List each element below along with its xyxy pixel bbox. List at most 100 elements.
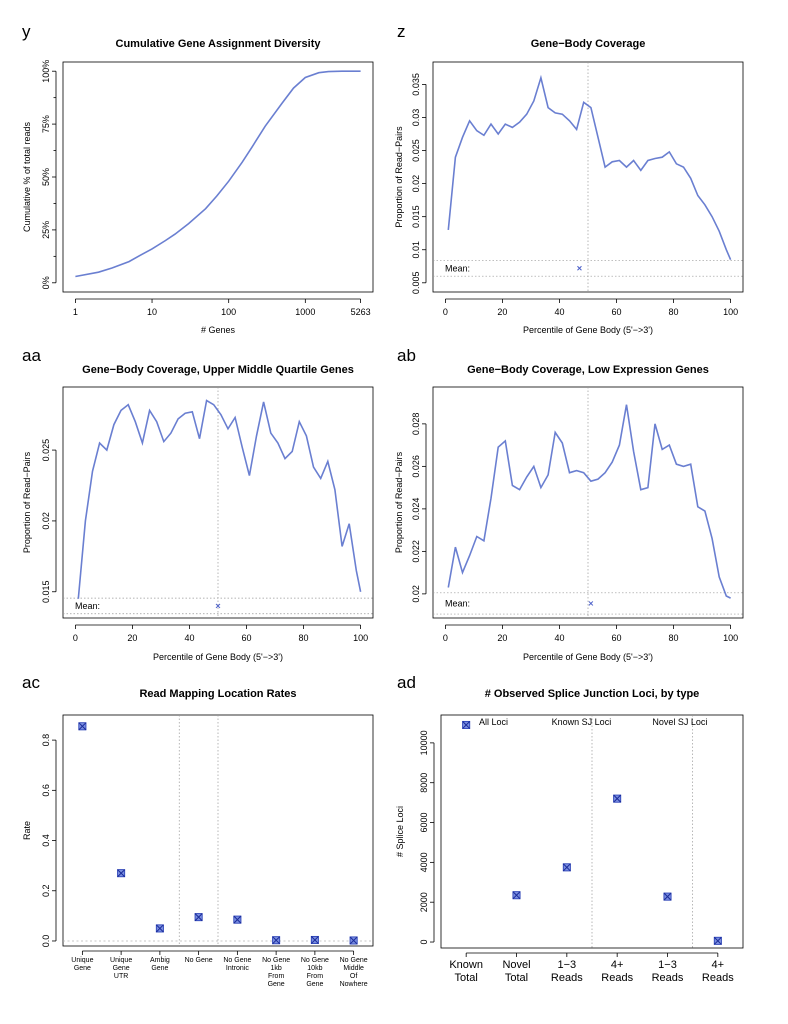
plot-title: Cumulative Gene Assignment Diversity [116,38,322,50]
category-label: Unique [110,957,132,964]
category-label: Unique [71,957,93,964]
data-point [512,891,521,900]
y-tick-label: 0.6 [41,784,51,797]
category-label: Gene [306,981,323,988]
y-tick-label: 0.035 [411,73,421,96]
group-label: Known SJ Loci [552,717,612,727]
y-tick-label: 0.028 [411,413,421,436]
x-tick-label: 40 [184,633,194,643]
group-label: All Loci [479,717,508,727]
y-axis-label: Cumulative % of total reads [22,121,32,232]
y-tick-label: 0.024 [411,498,421,521]
category-label: No Gene [340,957,368,964]
y-tick-label: 100% [41,60,51,83]
data-point [310,935,319,944]
category-label: Total [505,972,528,984]
data-point-cross [512,891,521,900]
chart-z: z Gene−Body Coverage Proportion of Read−Pa… [394,22,744,335]
category-label: Gene [268,981,285,988]
series-line [77,399,362,599]
x-tick-label: 1000 [295,307,315,317]
data-point-cross [117,869,126,878]
category-label: No Gene [185,957,213,964]
y-tick-label: 0.025 [41,439,51,462]
data-point [117,869,126,878]
x-axis-label: Percentile of Gene Body (5'−>3') [153,652,283,662]
series-line [447,404,731,599]
y-tick-label: 0.022 [411,540,421,563]
data-point-cross [713,936,722,945]
y-axis-label: Proportion of Read−Pairs [394,126,404,228]
mean-point-cross [215,603,221,609]
x-tick-label: 80 [669,307,679,317]
category-label: From [268,973,285,980]
panel-letter: ad [397,673,416,692]
category-label: 1kb [270,965,281,972]
category-label: Of [350,973,357,980]
category-label: 4+ [712,959,725,971]
mean-label: Mean: [445,263,470,273]
x-tick-label: 60 [612,307,622,317]
category-label: Ambig [150,957,170,964]
x-tick-label: 20 [127,633,137,643]
x-tick-label: 0 [443,307,448,317]
y-tick-label: 0.02 [411,175,421,193]
y-tick-label: 0% [41,276,51,289]
y-tick-label: 0.4 [41,834,51,847]
panel-letter: aa [22,346,41,365]
panel-letter: y [22,22,31,41]
category-label: Reads [601,972,633,984]
category-label: Reads [551,972,583,984]
data-point [194,913,203,922]
data-point-cross [613,794,622,803]
data-point [713,936,722,945]
plot-frame [432,61,744,293]
y-tick-label: 0 [419,940,429,945]
category-label: Middle [343,965,364,972]
y-tick-label: 0.0 [41,935,51,948]
x-tick-label: 100 [723,633,738,643]
y-tick-label: 50% [41,168,51,186]
data-point [663,892,672,901]
mean-point-cross [577,265,582,271]
y-tick-label: 0.005 [411,272,421,295]
x-tick-label: 80 [299,633,309,643]
x-tick-label: 0 [73,633,78,643]
data-point [272,936,281,945]
data-point-cross [663,892,672,901]
x-tick-label: 80 [669,633,679,643]
plot-title: Gene−Body Coverage, Low Expression Genes [467,364,709,376]
category-label: Reads [652,972,684,984]
data-point-cross [194,913,203,922]
category-label: 1−3 [658,959,677,971]
y-tick-label: 0.025 [411,139,421,162]
panel-letter: ac [22,673,40,692]
series-line [75,70,361,278]
category-label: From [307,973,324,980]
y-tick-label: 0.015 [411,205,421,228]
y-tick-label: 10000 [419,730,429,755]
x-tick-label: 40 [554,307,564,317]
chart-ac: ac Read Mapping Location Rates Rate 0.0 0.2 0… [22,673,374,988]
data-point-cross [349,936,358,945]
y-tick-label: 0.2 [41,885,51,898]
category-label: Gene [151,965,168,972]
panel-letter: ab [397,346,416,365]
x-tick-label: 0 [443,633,448,643]
data-point [349,936,358,945]
y-tick-label: 8000 [419,773,429,793]
plot-title: Gene−Body Coverage, Upper Middle Quartil… [82,364,354,376]
category-label: Total [455,972,478,984]
x-tick-label: 1 [73,307,78,317]
y-tick-label: 6000 [419,813,429,833]
category-label: No Gene [301,957,329,964]
plot-title: Gene−Body Coverage [531,38,646,50]
category-label: Gene [113,965,130,972]
x-axis-label: # Genes [201,325,236,335]
data-point-cross [155,924,164,933]
y-axis-label: Proportion of Read−Pairs [22,451,32,553]
category-label: Gene [74,965,91,972]
x-tick-label: 60 [242,633,252,643]
chart-ab: ab Gene−Body Coverage, Low Expression Gen… [394,346,744,662]
